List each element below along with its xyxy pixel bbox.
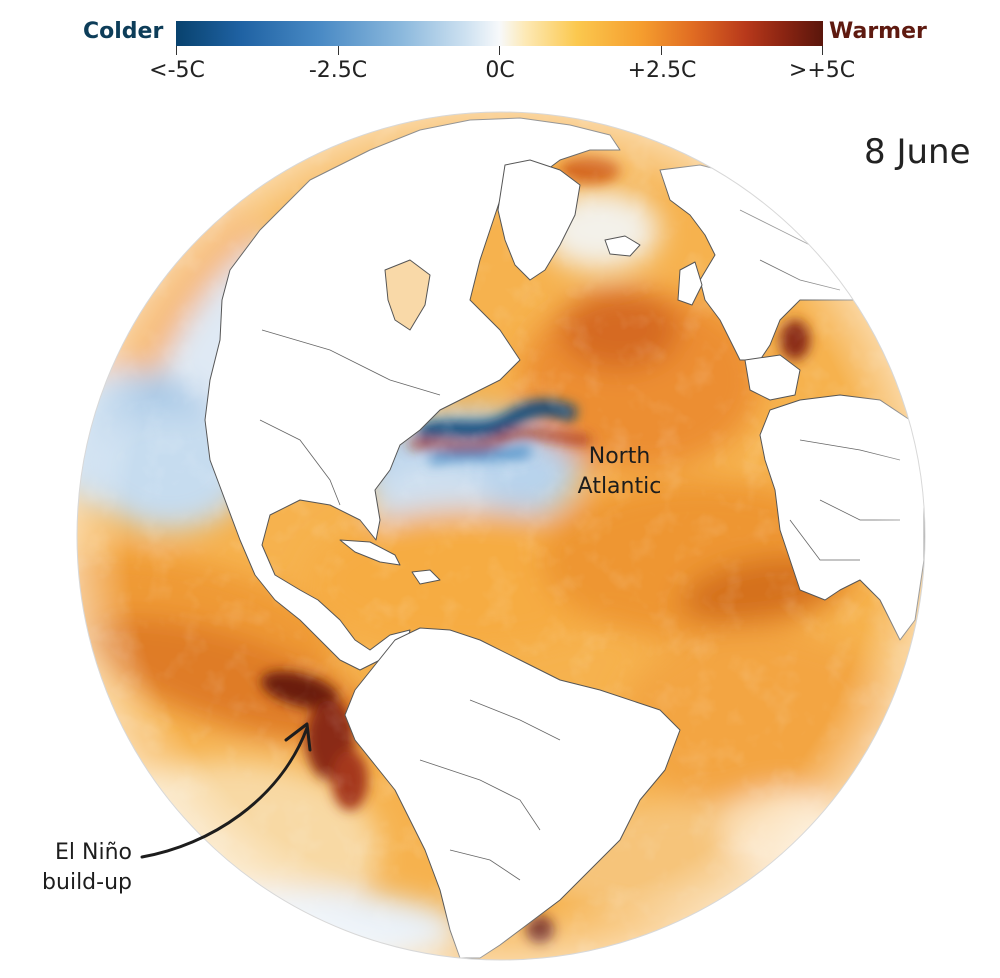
north-atlantic-label-line1: North [588,444,651,469]
legend-tick-label: >+5C [788,58,856,83]
color-legend: Colder Warmer <-5C -2.5C 0C +2.5C >+5C [0,0,1000,95]
globe-limb-shade [77,112,925,960]
legend-tick [338,46,339,55]
legend-tick-label: <-5C [149,58,205,83]
legend-colder-label: Colder [83,19,164,44]
legend-tick [822,46,823,55]
globe-outline [76,111,926,961]
legend-tick [176,46,177,55]
legend-warmer-label: Warmer [829,19,927,44]
el-nino-arrow [140,722,312,859]
legend-colorbar [176,21,823,46]
legend-tick [661,46,662,55]
legend-tick-label: -2.5C [308,58,368,83]
el-nino-label-line1: El Niño [55,840,132,865]
legend-tick-label: 0C [485,58,515,83]
el-nino-label: El Niño build-up [20,838,132,898]
legend-tick-label: +2.5C [627,58,697,83]
legend-tick [499,46,500,55]
el-nino-label-line2: build-up [42,870,132,895]
north-atlantic-label: North Atlantic [572,442,667,502]
north-atlantic-label-line2: Atlantic [577,474,662,499]
date-label: 8 June [864,132,971,172]
